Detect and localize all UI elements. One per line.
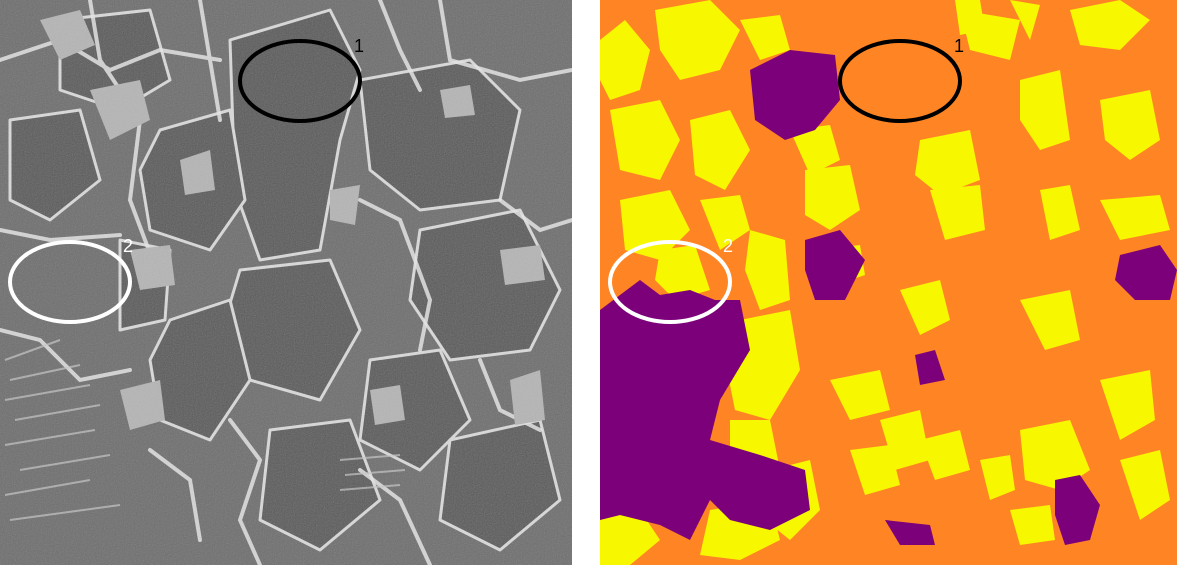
marker-ring-1 [238,39,362,123]
sem-micrograph-panel: 1 2 [0,0,572,565]
phase-map-panel: 1 2 [600,0,1177,565]
marker-ring-2 [608,240,732,324]
phase-map-image: 1 2 [600,0,1177,565]
marker-ring-1 [838,39,962,123]
marker-label-2: 2 [123,236,133,256]
marker-ring-2 [8,240,132,324]
sem-micrograph-image: 1 2 [0,0,572,565]
marker-label-2: 2 [723,236,733,256]
marker-label-1: 1 [354,36,364,56]
marker-label-1: 1 [954,36,964,56]
